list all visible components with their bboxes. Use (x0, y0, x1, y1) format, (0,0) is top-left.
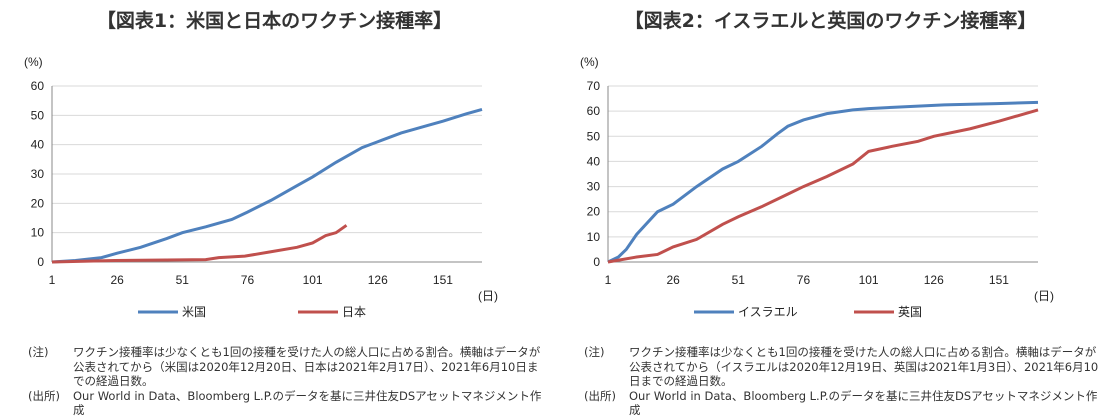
y-axis-label: (%) (580, 55, 599, 69)
y-tick-label: 40 (587, 154, 601, 168)
x-tick-label: 126 (924, 273, 944, 287)
x-tick-label: 26 (666, 273, 680, 287)
x-tick-label: 101 (303, 273, 323, 287)
y-tick-label: 30 (31, 167, 45, 181)
note-label: (注) (584, 345, 605, 359)
legend-label: イスラエル (738, 305, 798, 319)
note-label: (注) (28, 345, 49, 359)
x-tick-label: 51 (732, 273, 746, 287)
source-text: Our World in Data、Bloomberg L.P.のデータを基に三… (73, 388, 542, 418)
chart-title: 【図表1：米国と日本のワクチン接種率】 (96, 10, 453, 32)
note-text: ワクチン接種率は少なくとも1回の接種を受けた人の総人口に占める割合。横軸はデータ… (73, 345, 541, 388)
x-tick-label: 126 (368, 273, 388, 287)
y-tick-label: 60 (587, 104, 601, 118)
x-tick-label: 26 (110, 273, 124, 287)
x-axis-label: (日) (1034, 289, 1054, 303)
y-tick-label: 10 (31, 226, 45, 240)
y-tick-label: 50 (31, 108, 45, 122)
source-text: Our World in Data、Bloomberg L.P.のデータを基に三… (629, 388, 1098, 418)
note-text: ワクチン接種率は少なくとも1回の接種を受けた人の総人口に占める割合。横軸はデータ… (629, 345, 1099, 388)
y-tick-label: 30 (587, 180, 601, 194)
x-tick-label: 76 (241, 273, 255, 287)
x-tick-label: 1 (49, 273, 56, 287)
y-tick-label: 40 (31, 138, 45, 152)
series-line-0 (607, 100, 1039, 264)
legend-label: 日本 (342, 305, 366, 319)
series-line-1 (51, 224, 348, 264)
y-tick-label: 0 (593, 255, 600, 269)
source-label: (出所) (584, 388, 616, 403)
y-tick-label: 20 (587, 205, 601, 219)
notes: (注) ワクチン接種率は少なくとも1回の接種を受けた人の総人口に占める割合。横軸は… (28, 345, 543, 418)
x-tick-label: 101 (859, 273, 879, 287)
y-tick-label: 60 (31, 79, 45, 93)
legend-label: 英国 (898, 305, 922, 319)
y-tick-label: 50 (587, 129, 601, 143)
y-tick-label: 0 (37, 255, 44, 269)
x-tick-label: 51 (176, 273, 190, 287)
series-line-0 (51, 108, 483, 264)
x-tick-label: 1 (605, 273, 612, 287)
x-tick-label: 151 (989, 273, 1009, 287)
notes: (注) ワクチン接種率は少なくとも1回の接種を受けた人の総人口に占める割合。横軸は… (584, 345, 1099, 418)
x-tick-label: 151 (433, 273, 453, 287)
chart-title: 【図表2：イスラエルと英国のワクチン接種率】 (624, 10, 1037, 32)
y-tick-label: 20 (31, 196, 45, 210)
x-axis-label: (日) (478, 289, 498, 303)
chart-panel-2: 【図表2：イスラエルと英国のワクチン接種率】 0 10 20 30 40 50 60 70 1 2… (556, 0, 1099, 417)
x-tick-label: 76 (797, 273, 811, 287)
source-label: (出所) (28, 388, 60, 403)
series-line-1 (607, 108, 1039, 264)
y-tick-label: 10 (587, 230, 601, 244)
y-axis-label: (%) (24, 55, 43, 69)
chart-panel-1: 【図表1：米国と日本のワクチン接種率】 0 10 20 30 40 50 60 1 26 51 76… (0, 0, 549, 417)
legend-label: 米国 (182, 305, 206, 319)
y-tick-label: 70 (587, 79, 601, 93)
